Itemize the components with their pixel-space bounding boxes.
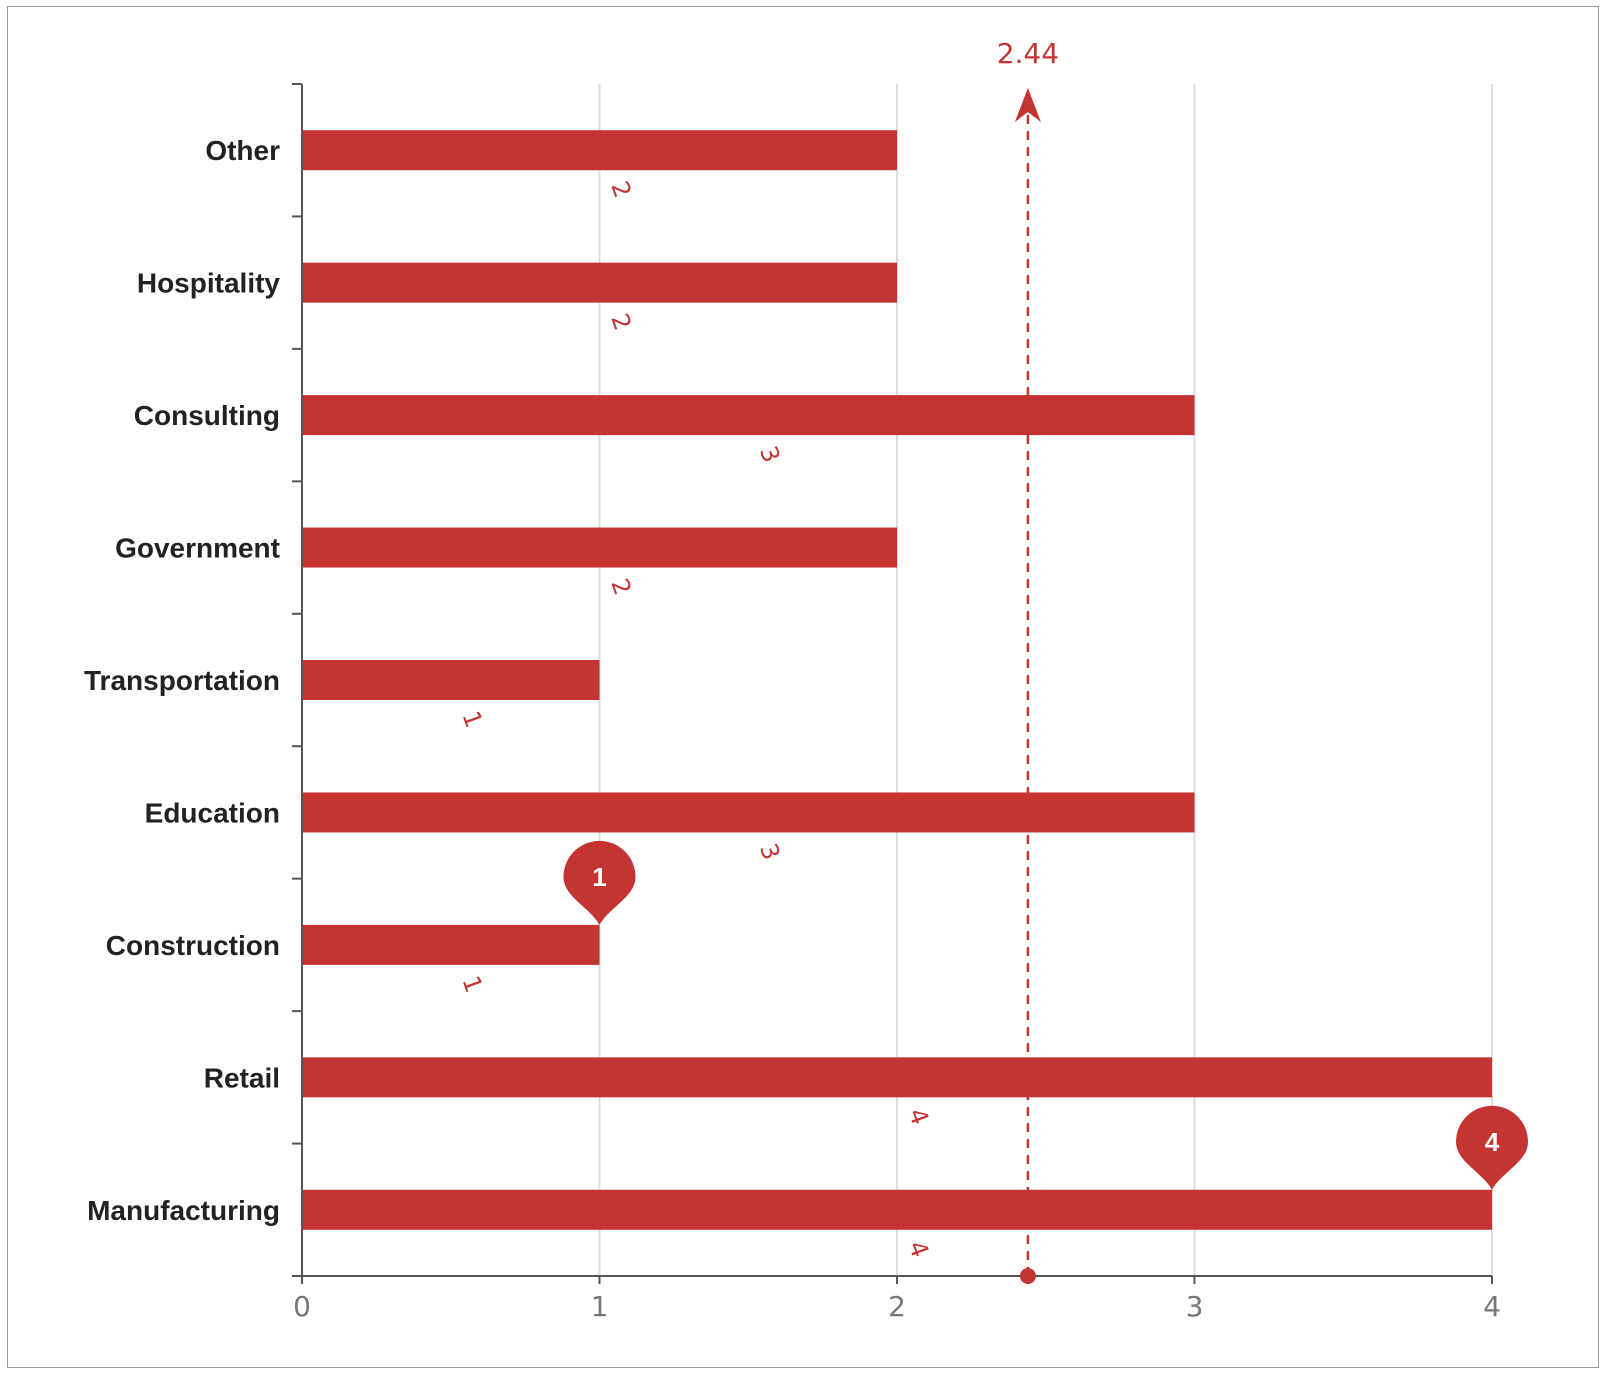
category-label: Government	[115, 533, 280, 564]
bar-retail[interactable]	[302, 1057, 1492, 1098]
data-labels: 4 4 1 3 1 2 3 2 2	[456, 178, 934, 1261]
axis-ticks: 0 1 2 3 4	[292, 83, 1501, 1323]
average-line-start-dot	[1019, 1268, 1036, 1284]
category-labels: Manufacturing Retail Construction Education…	[84, 135, 280, 1226]
x-tick-label: 3	[1186, 1290, 1204, 1323]
x-tick-label: 1	[591, 1290, 609, 1323]
bars	[302, 130, 1492, 1230]
category-label: Hospitality	[137, 268, 281, 299]
category-label: Consulting	[134, 400, 280, 431]
x-tick-label: 4	[1483, 1290, 1501, 1323]
category-label: Transportation	[84, 665, 280, 696]
data-label: 4	[903, 1237, 935, 1261]
category-label: Manufacturing	[87, 1195, 280, 1226]
average-mark-line: 2.44	[997, 37, 1059, 1284]
bar-education[interactable]	[302, 792, 1195, 833]
mark-point-label: 4	[1485, 1127, 1500, 1157]
x-tick-label: 2	[888, 1290, 906, 1323]
bar-other[interactable]	[302, 130, 897, 171]
data-label: 2	[605, 310, 637, 334]
bar-transportation[interactable]	[302, 660, 600, 700]
category-label: Other	[205, 135, 280, 166]
axes	[294, 84, 1492, 1277]
data-label: 3	[754, 840, 786, 864]
bar-hospitality[interactable]	[302, 262, 897, 303]
data-label: 1	[456, 707, 488, 731]
chart-frame	[7, 6, 1599, 1368]
data-label: 3	[754, 442, 786, 466]
data-label: 2	[605, 575, 637, 599]
bar-construction[interactable]	[302, 924, 600, 965]
x-tick-label: 0	[293, 1290, 311, 1323]
data-label: 4	[903, 1105, 935, 1129]
average-line-arrow	[1014, 88, 1041, 122]
data-label: 2	[605, 178, 637, 202]
mark-point-pin	[1456, 1105, 1528, 1190]
bar-manufacturing[interactable]	[302, 1189, 1492, 1230]
average-line-label: 2.44	[997, 37, 1059, 70]
data-label: 1	[456, 972, 488, 996]
mark-point-max[interactable]: 4	[1456, 1105, 1528, 1190]
mark-point-pin	[563, 840, 636, 925]
category-label: Education	[145, 797, 280, 828]
mark-point-label: 1	[592, 862, 606, 892]
category-label: Retail	[204, 1062, 280, 1093]
bar-government[interactable]	[302, 527, 897, 568]
bar-consulting[interactable]	[302, 395, 1195, 436]
category-label: Construction	[106, 930, 280, 961]
mark-point-min[interactable]: 1	[563, 840, 636, 925]
mark-points: 41	[563, 840, 1528, 1190]
